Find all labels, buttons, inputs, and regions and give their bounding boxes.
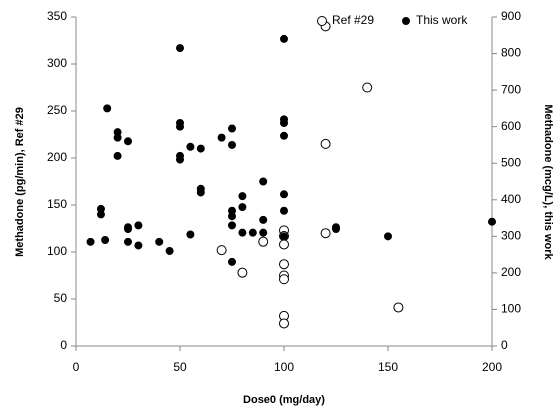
x-axis-label: Dose0 (mg/day) <box>243 394 325 406</box>
legend-label: Ref #29 <box>332 13 374 27</box>
x-tick-label: 50 <box>173 360 187 374</box>
point <box>186 230 195 239</box>
point <box>259 215 268 224</box>
point <box>186 142 195 151</box>
point <box>228 257 236 266</box>
y-tick-label: 200 <box>47 150 67 164</box>
x-tick-label: 200 <box>482 360 502 374</box>
y2-tick-label: 700 <box>501 82 521 96</box>
point <box>279 274 289 285</box>
point <box>280 119 288 128</box>
point <box>279 239 289 250</box>
y-tick-label: 150 <box>47 197 67 211</box>
y-tick-label: 50 <box>54 291 68 305</box>
point <box>248 228 257 237</box>
point <box>216 245 227 256</box>
point <box>176 44 184 53</box>
point <box>280 232 288 241</box>
point <box>113 151 122 160</box>
point <box>258 236 269 247</box>
point <box>238 228 247 237</box>
point <box>86 237 95 246</box>
point <box>332 225 340 234</box>
y-tick-label: 300 <box>47 56 67 70</box>
point <box>176 122 184 131</box>
point <box>279 318 289 329</box>
point <box>238 203 247 212</box>
y-axis-label: Methadone (pg/min), Ref #29 <box>14 107 26 257</box>
y2-tick-label: 200 <box>501 265 521 279</box>
y2-tick-label: 800 <box>501 46 521 60</box>
point <box>320 138 331 149</box>
y2-tick-label: 100 <box>501 302 521 316</box>
point <box>488 217 496 226</box>
point <box>393 302 404 313</box>
point <box>228 221 236 230</box>
point <box>362 82 373 93</box>
point <box>238 192 247 201</box>
legend-marker <box>317 16 327 26</box>
y2-tick-label: 600 <box>501 119 521 133</box>
y2-tick-label: 900 <box>501 9 521 23</box>
y2-tick-label: 0 <box>501 338 508 352</box>
y2-tick-label: 500 <box>501 155 521 169</box>
y2-axis-label: Methadone (mcg/L), this work <box>542 104 554 260</box>
point <box>280 34 288 43</box>
point <box>165 246 174 255</box>
point <box>196 188 205 197</box>
point <box>96 210 105 219</box>
point <box>155 237 164 246</box>
point <box>259 177 268 186</box>
point <box>228 124 236 133</box>
point <box>124 137 132 146</box>
point <box>228 140 236 149</box>
point <box>280 131 288 140</box>
y-tick-label: 0 <box>60 338 67 352</box>
point <box>124 237 132 246</box>
point <box>259 228 268 237</box>
legend-marker <box>402 17 410 25</box>
x-tick-label: 0 <box>73 360 80 374</box>
point <box>384 232 392 241</box>
y2-tick-label: 300 <box>501 229 521 243</box>
point <box>101 235 110 244</box>
x-tick-label: 150 <box>378 360 398 374</box>
point <box>134 241 143 250</box>
point <box>279 259 289 270</box>
point <box>280 206 288 215</box>
y-tick-label: 350 <box>47 9 67 23</box>
point <box>280 190 288 199</box>
point <box>124 225 132 234</box>
x-tick-label: 100 <box>274 360 294 374</box>
y-tick-label: 100 <box>47 244 67 258</box>
point <box>113 133 122 142</box>
point <box>196 144 205 153</box>
point <box>217 133 226 142</box>
y2-tick-label: 400 <box>501 192 521 206</box>
point <box>103 104 112 113</box>
y-tick-label: 250 <box>47 103 67 117</box>
point <box>176 155 184 164</box>
point <box>320 228 331 239</box>
point <box>237 267 248 278</box>
legend-label: This work <box>416 13 468 27</box>
point <box>228 212 236 221</box>
point <box>134 221 143 230</box>
